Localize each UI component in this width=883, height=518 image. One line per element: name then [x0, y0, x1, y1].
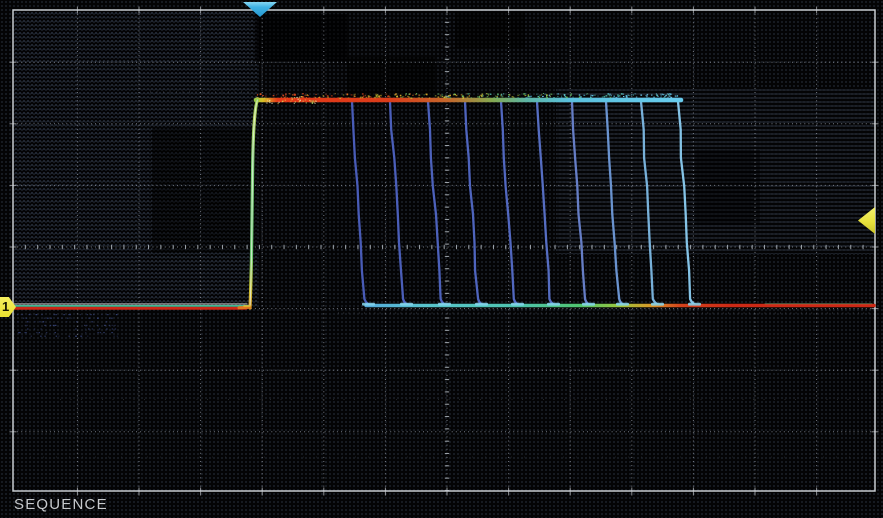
channel-1-marker[interactable]: 1 [0, 297, 16, 317]
ghost-patch [347, 57, 435, 97]
channel-1-trace [11, 97, 876, 310]
graticule-grid [9, 6, 879, 496]
ghost-patch [255, 14, 347, 62]
ghost-patch [695, 150, 760, 225]
ghost-patch [152, 128, 257, 253]
persistence-speckles [16, 93, 679, 337]
status-sequence-label: SEQUENCE [14, 496, 108, 513]
ghost-patch [455, 12, 525, 48]
